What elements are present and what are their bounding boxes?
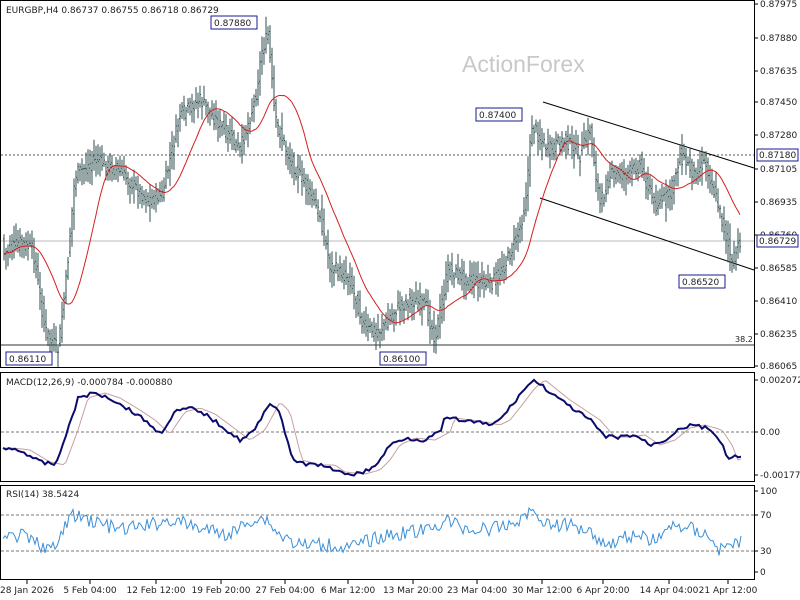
time-tick: 19 Feb 20:00 bbox=[191, 586, 250, 596]
time-tick: 5 Feb 04:00 bbox=[63, 586, 117, 596]
svg-text:0.86110: 0.86110 bbox=[9, 355, 46, 365]
macd-main-line bbox=[2, 378, 742, 477]
svg-text:0.86520: 0.86520 bbox=[682, 278, 719, 288]
price-tick: 0.86585 bbox=[760, 264, 797, 274]
rsi-axis: 100 70 30 0 bbox=[754, 487, 777, 578]
rsi-tick: 100 bbox=[760, 487, 777, 497]
svg-text:0.87400: 0.87400 bbox=[479, 111, 516, 121]
time-axis: 28 Jan 2026 5 Feb 04:00 12 Feb 12:00 19 Feb… bbox=[0, 580, 758, 596]
time-tick: 14 Apr 04:00 bbox=[640, 586, 699, 596]
svg-text:0.86729: 0.86729 bbox=[759, 237, 796, 247]
rsi-tick: 70 bbox=[760, 511, 772, 521]
annotation-low1: 0.86110 bbox=[5, 351, 53, 366]
price-tick: 0.87450 bbox=[760, 98, 797, 108]
time-tick: 13 Mar 20:00 bbox=[383, 586, 443, 596]
price-tick: 0.87975 bbox=[760, 0, 797, 10]
price-axis: 0.87975 0.87880 0.87635 0.87450 0.87280 0.871… bbox=[754, 0, 797, 372]
badge-level: 0.87180 bbox=[756, 148, 799, 162]
time-tick: 21 Apr 12:00 bbox=[699, 586, 758, 596]
rsi-tick: 30 bbox=[760, 547, 772, 557]
time-tick: 28 Jan 2026 bbox=[0, 586, 54, 596]
rsi-tick: 0 bbox=[760, 568, 766, 578]
svg-text:0.86100: 0.86100 bbox=[383, 355, 420, 365]
moving-average-line bbox=[3, 94, 741, 324]
time-tick: 27 Feb 04:00 bbox=[255, 586, 314, 596]
svg-text:0.87180: 0.87180 bbox=[759, 151, 796, 161]
price-tick: 0.87880 bbox=[760, 34, 797, 44]
price-tick: 0.86935 bbox=[760, 198, 797, 208]
macd-axis: 0.002072 0.00 -0.001778 bbox=[754, 376, 800, 481]
rsi-line bbox=[2, 506, 742, 556]
price-panel bbox=[0, 0, 755, 368]
time-tick: 30 Mar 12:00 bbox=[512, 586, 572, 596]
price-tick: 0.87105 bbox=[760, 165, 797, 175]
macd-panel bbox=[0, 372, 755, 482]
annotation-high2: 0.87400 bbox=[475, 107, 523, 122]
annotation-high1: 0.87880 bbox=[210, 15, 258, 30]
rsi-panel bbox=[0, 485, 755, 580]
macd-tick: 0.00 bbox=[760, 428, 780, 438]
price-tick: 0.87280 bbox=[760, 131, 797, 141]
svg-text:0.87880: 0.87880 bbox=[214, 19, 251, 29]
macd-label: MACD(12,26,9) -0.000784 -0.000880 bbox=[6, 378, 173, 388]
macd-tick: -0.001778 bbox=[760, 471, 800, 481]
annotation-low3: 0.86520 bbox=[678, 274, 726, 289]
price-bars bbox=[3, 16, 741, 367]
price-tick: 0.86235 bbox=[760, 330, 797, 340]
time-tick: 12 Feb 12:00 bbox=[126, 586, 185, 596]
price-tick: 0.86410 bbox=[760, 297, 797, 307]
watermark: ActionForex bbox=[462, 51, 585, 77]
fib-label: 38.2 bbox=[735, 335, 753, 344]
annotation-low2: 0.86100 bbox=[379, 351, 427, 366]
macd-tick: 0.002072 bbox=[760, 376, 800, 386]
price-tick: 0.86065 bbox=[760, 362, 797, 372]
macd-signal-line bbox=[3, 380, 742, 475]
price-tick: 0.87635 bbox=[760, 67, 797, 77]
channel-upper bbox=[542, 101, 755, 169]
time-tick: 23 Mar 04:00 bbox=[447, 586, 507, 596]
time-tick: 6 Mar 12:00 bbox=[321, 586, 376, 596]
rsi-label: RSI(14) 38.5424 bbox=[6, 490, 79, 500]
symbol-line: EURGBP,H4 0.86737 0.86755 0.86718 0.8672… bbox=[6, 6, 219, 16]
badge-last: 0.86729 bbox=[756, 234, 799, 248]
channel-lower bbox=[539, 197, 755, 271]
time-tick: 6 Apr 20:00 bbox=[577, 586, 630, 596]
